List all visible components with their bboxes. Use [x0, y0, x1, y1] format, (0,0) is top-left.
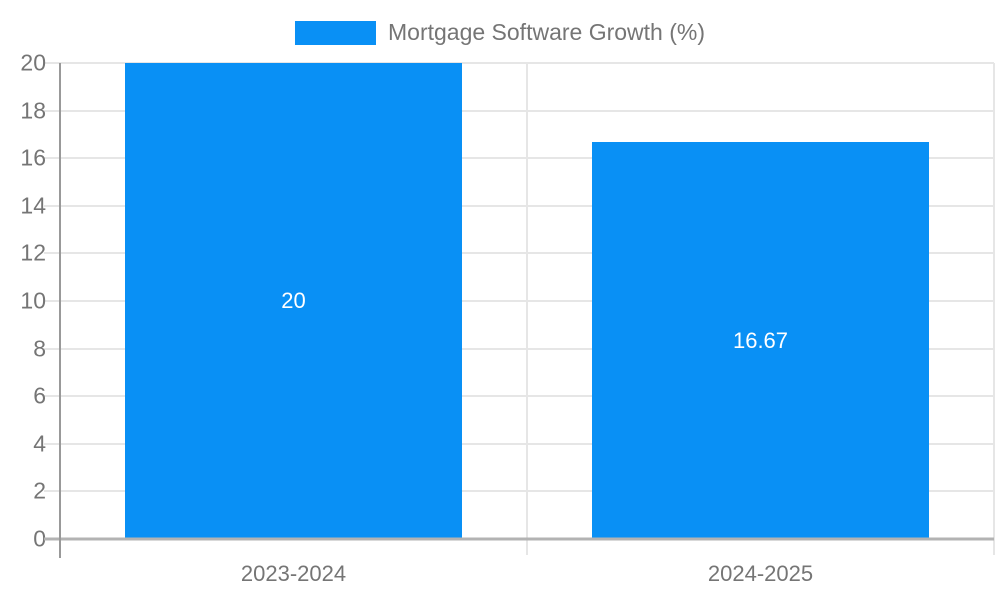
y-tick-label: 8	[33, 335, 46, 362]
y-tick-label: 10	[20, 287, 46, 314]
legend-swatch	[294, 20, 376, 45]
y-tick-label: 0	[33, 525, 46, 552]
y-gridline	[44, 204, 994, 207]
y-gridline	[44, 442, 994, 445]
bar-2023-2024[interactable]	[125, 63, 462, 539]
y-tick-label: 16	[20, 144, 46, 171]
y-gridline	[44, 347, 994, 350]
x-gridline	[993, 63, 995, 555]
bar-value-label: 16.67	[732, 327, 789, 353]
y-tick-label: 14	[20, 192, 46, 219]
x-gridline	[526, 63, 528, 555]
y-gridline	[44, 62, 994, 64]
bar-2024-2025[interactable]	[592, 142, 929, 539]
y-gridline	[44, 300, 994, 302]
y-gridline	[44, 157, 994, 160]
x-tick-label: 2023-2024	[240, 561, 347, 586]
y-tick-label: 12	[20, 239, 46, 266]
y-tick-label: 18	[20, 97, 46, 124]
y-gridline	[44, 109, 994, 112]
x-axis-baseline	[44, 537, 994, 541]
y-tick-label: 20	[20, 49, 46, 76]
y-gridline	[44, 395, 994, 398]
y-gridline	[44, 490, 994, 493]
y-gridline	[44, 252, 994, 255]
y-axis-line	[59, 63, 61, 558]
legend-label: Mortgage Software Growth (%)	[387, 19, 706, 45]
y-tick-label: 4	[33, 430, 46, 457]
y-tick-label: 2	[33, 477, 46, 504]
bar-value-label: 20	[281, 288, 306, 313]
legend: Mortgage Software Growth (%)	[294, 19, 706, 46]
x-tick-label: 2024-2025	[707, 561, 814, 586]
y-tick-label: 6	[33, 382, 46, 409]
